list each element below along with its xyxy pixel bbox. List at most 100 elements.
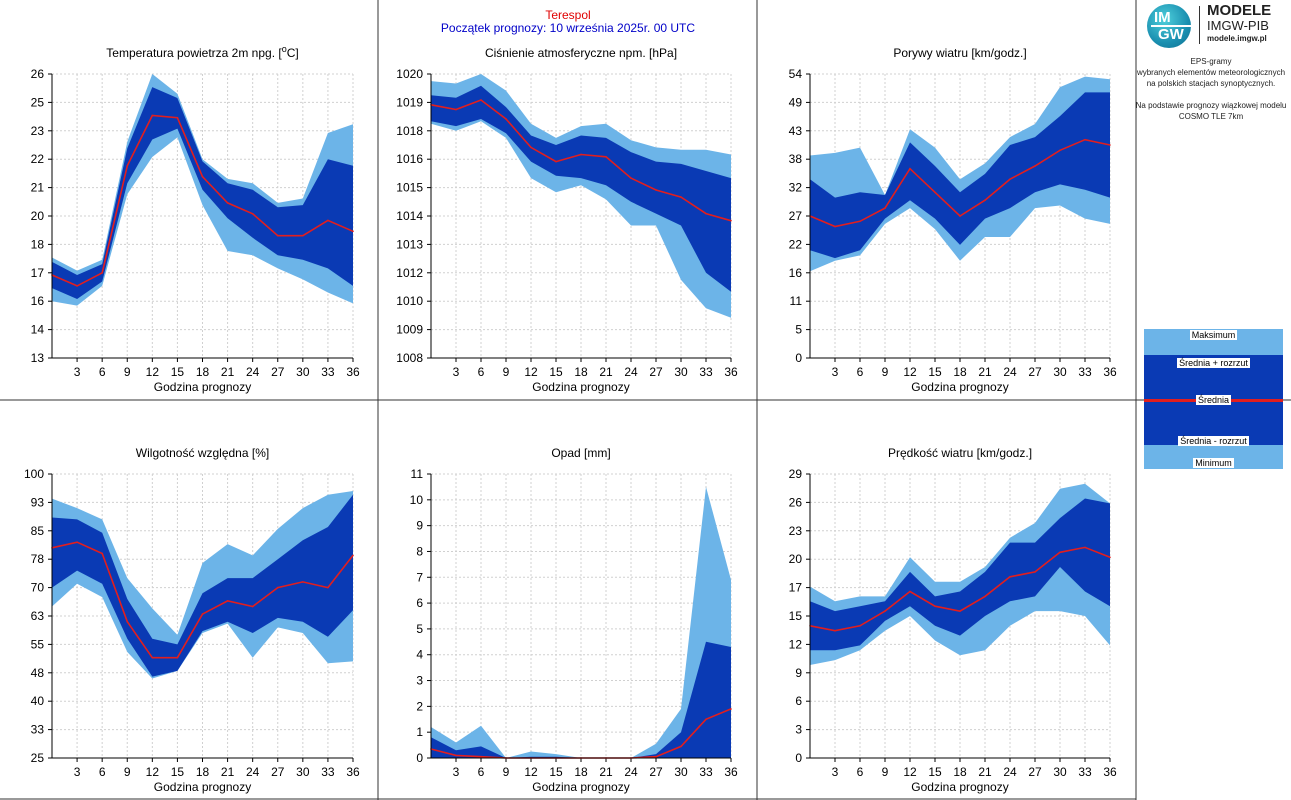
y-tick-label: 1014 <box>396 209 423 223</box>
mean-point <box>1059 149 1061 152</box>
x-tick-label: 36 <box>724 365 738 379</box>
y-tick-label: 33 <box>31 723 45 737</box>
y-tick-label: 78 <box>31 552 45 566</box>
logo-url[interactable]: modele.imgw.pl <box>1207 34 1267 43</box>
x-tick-label: 36 <box>346 765 360 779</box>
x-tick-label: 3 <box>453 365 460 379</box>
y-tick-label: 70 <box>31 581 45 595</box>
y-tick-label: 27 <box>789 209 803 223</box>
info-line-5: COSMO TLE 7km <box>1178 112 1244 121</box>
mean-point <box>630 177 632 179</box>
spread-band <box>431 85 731 292</box>
x-tick-label: 15 <box>549 365 563 379</box>
x-tick-label: 27 <box>649 365 663 379</box>
info-line-1: EPS-gramy <box>1190 57 1232 66</box>
mean-point <box>859 220 861 223</box>
forecast-start-title: Początek prognozy: 10 września 2025r. 00… <box>440 21 696 35</box>
mean-point <box>1109 144 1111 146</box>
y-tick-label: 9 <box>795 666 802 680</box>
legend: Maksimum Średnia + rozrzut Średnia Średn… <box>1144 329 1283 469</box>
chart-2: 1008 1009 1010 1012 1013 1014 1015 1016 1018 1019… <box>396 46 738 394</box>
x-tick-label: 15 <box>928 365 942 379</box>
mean-point <box>455 108 457 111</box>
legend-max-label: Maksimum <box>1189 330 1238 340</box>
chart-title: Wilgotność względna [%] <box>136 446 269 460</box>
mean-point <box>1059 551 1061 554</box>
mean-point <box>884 610 886 612</box>
y-tick-label: 11 <box>411 467 424 481</box>
y-tick-label: 17 <box>789 581 803 595</box>
logo-badge-bottom: GW <box>1158 26 1184 43</box>
imgw-badge-icon: IM GW <box>1147 4 1191 48</box>
x-tick-label: 9 <box>503 365 510 379</box>
x-tick-label: 15 <box>549 765 563 779</box>
mean-point <box>1109 556 1111 559</box>
x-tick-label: 24 <box>624 765 638 779</box>
x-tick-label: 6 <box>99 765 106 779</box>
x-tick-label: 36 <box>346 365 360 379</box>
chart-title: Prędkość wiatru [km/godz.] <box>888 446 1032 460</box>
mean-point <box>151 656 154 659</box>
spread-band <box>52 494 353 677</box>
mean-point <box>834 225 836 228</box>
x-tick-label: 12 <box>903 765 917 779</box>
logo-title: MODELE <box>1207 2 1272 19</box>
y-tick-label: 93 <box>31 495 45 509</box>
y-tick-label: 20 <box>31 209 45 223</box>
mean-point <box>984 199 986 202</box>
x-tick-label: 15 <box>171 365 185 379</box>
mean-point <box>226 202 229 204</box>
y-tick-label: 13 <box>31 351 45 365</box>
y-tick-label: 4 <box>416 648 423 662</box>
mean-point <box>1084 138 1086 141</box>
mean-point <box>555 160 557 163</box>
y-tick-label: 1013 <box>396 237 423 251</box>
x-tick-label: 3 <box>74 765 81 779</box>
x-tick-label: 30 <box>1053 365 1067 379</box>
x-tick-label: 36 <box>724 765 738 779</box>
y-tick-label: 1010 <box>396 294 423 308</box>
x-tick-label: 9 <box>124 365 131 379</box>
x-tick-label: 21 <box>221 765 235 779</box>
mean-point <box>934 191 936 194</box>
y-tick-label: 100 <box>24 467 44 481</box>
x-tick-label: 27 <box>1028 365 1042 379</box>
y-tick-label: 54 <box>789 67 803 81</box>
mean-point <box>176 116 179 119</box>
chart-title: Ciśnienie atmosferyczne npm. [hPa] <box>485 46 677 60</box>
y-tick-label: 29 <box>789 467 803 481</box>
min-max-band <box>810 76 1110 272</box>
mean-point <box>580 153 582 156</box>
mean-point <box>705 212 707 215</box>
imgw-logo[interactable]: IM GW MODELE IMGW-PIB modele.imgw.pl <box>1145 2 1283 48</box>
x-tick-label: 24 <box>624 365 638 379</box>
x-axis-label: Godzina prognozy <box>532 380 629 394</box>
x-tick-label: 27 <box>1028 765 1042 779</box>
y-tick-label: 6 <box>416 596 423 610</box>
x-tick-label: 3 <box>453 765 460 779</box>
mean-point <box>730 219 732 222</box>
y-tick-label: 21 <box>31 181 45 195</box>
y-tick-label: 0 <box>795 351 802 365</box>
spread-band <box>810 92 1110 259</box>
mean-point <box>251 213 254 215</box>
x-tick-label: 9 <box>882 765 889 779</box>
x-tick-label: 18 <box>953 765 967 779</box>
y-tick-label: 40 <box>31 694 45 708</box>
x-tick-label: 3 <box>832 765 839 779</box>
mean-point <box>705 718 707 721</box>
y-tick-label: 6 <box>795 694 802 708</box>
x-tick-label: 6 <box>857 365 864 379</box>
mean-point <box>1034 165 1036 167</box>
y-tick-label: 5 <box>795 323 802 337</box>
mean-point <box>909 167 911 170</box>
x-tick-label: 33 <box>699 765 713 779</box>
y-tick-label: 48 <box>31 666 45 680</box>
x-tick-label: 36 <box>1103 365 1117 379</box>
mean-point <box>276 234 279 237</box>
y-tick-label: 32 <box>789 181 803 195</box>
mean-point <box>76 541 78 543</box>
spread-band <box>810 498 1110 651</box>
